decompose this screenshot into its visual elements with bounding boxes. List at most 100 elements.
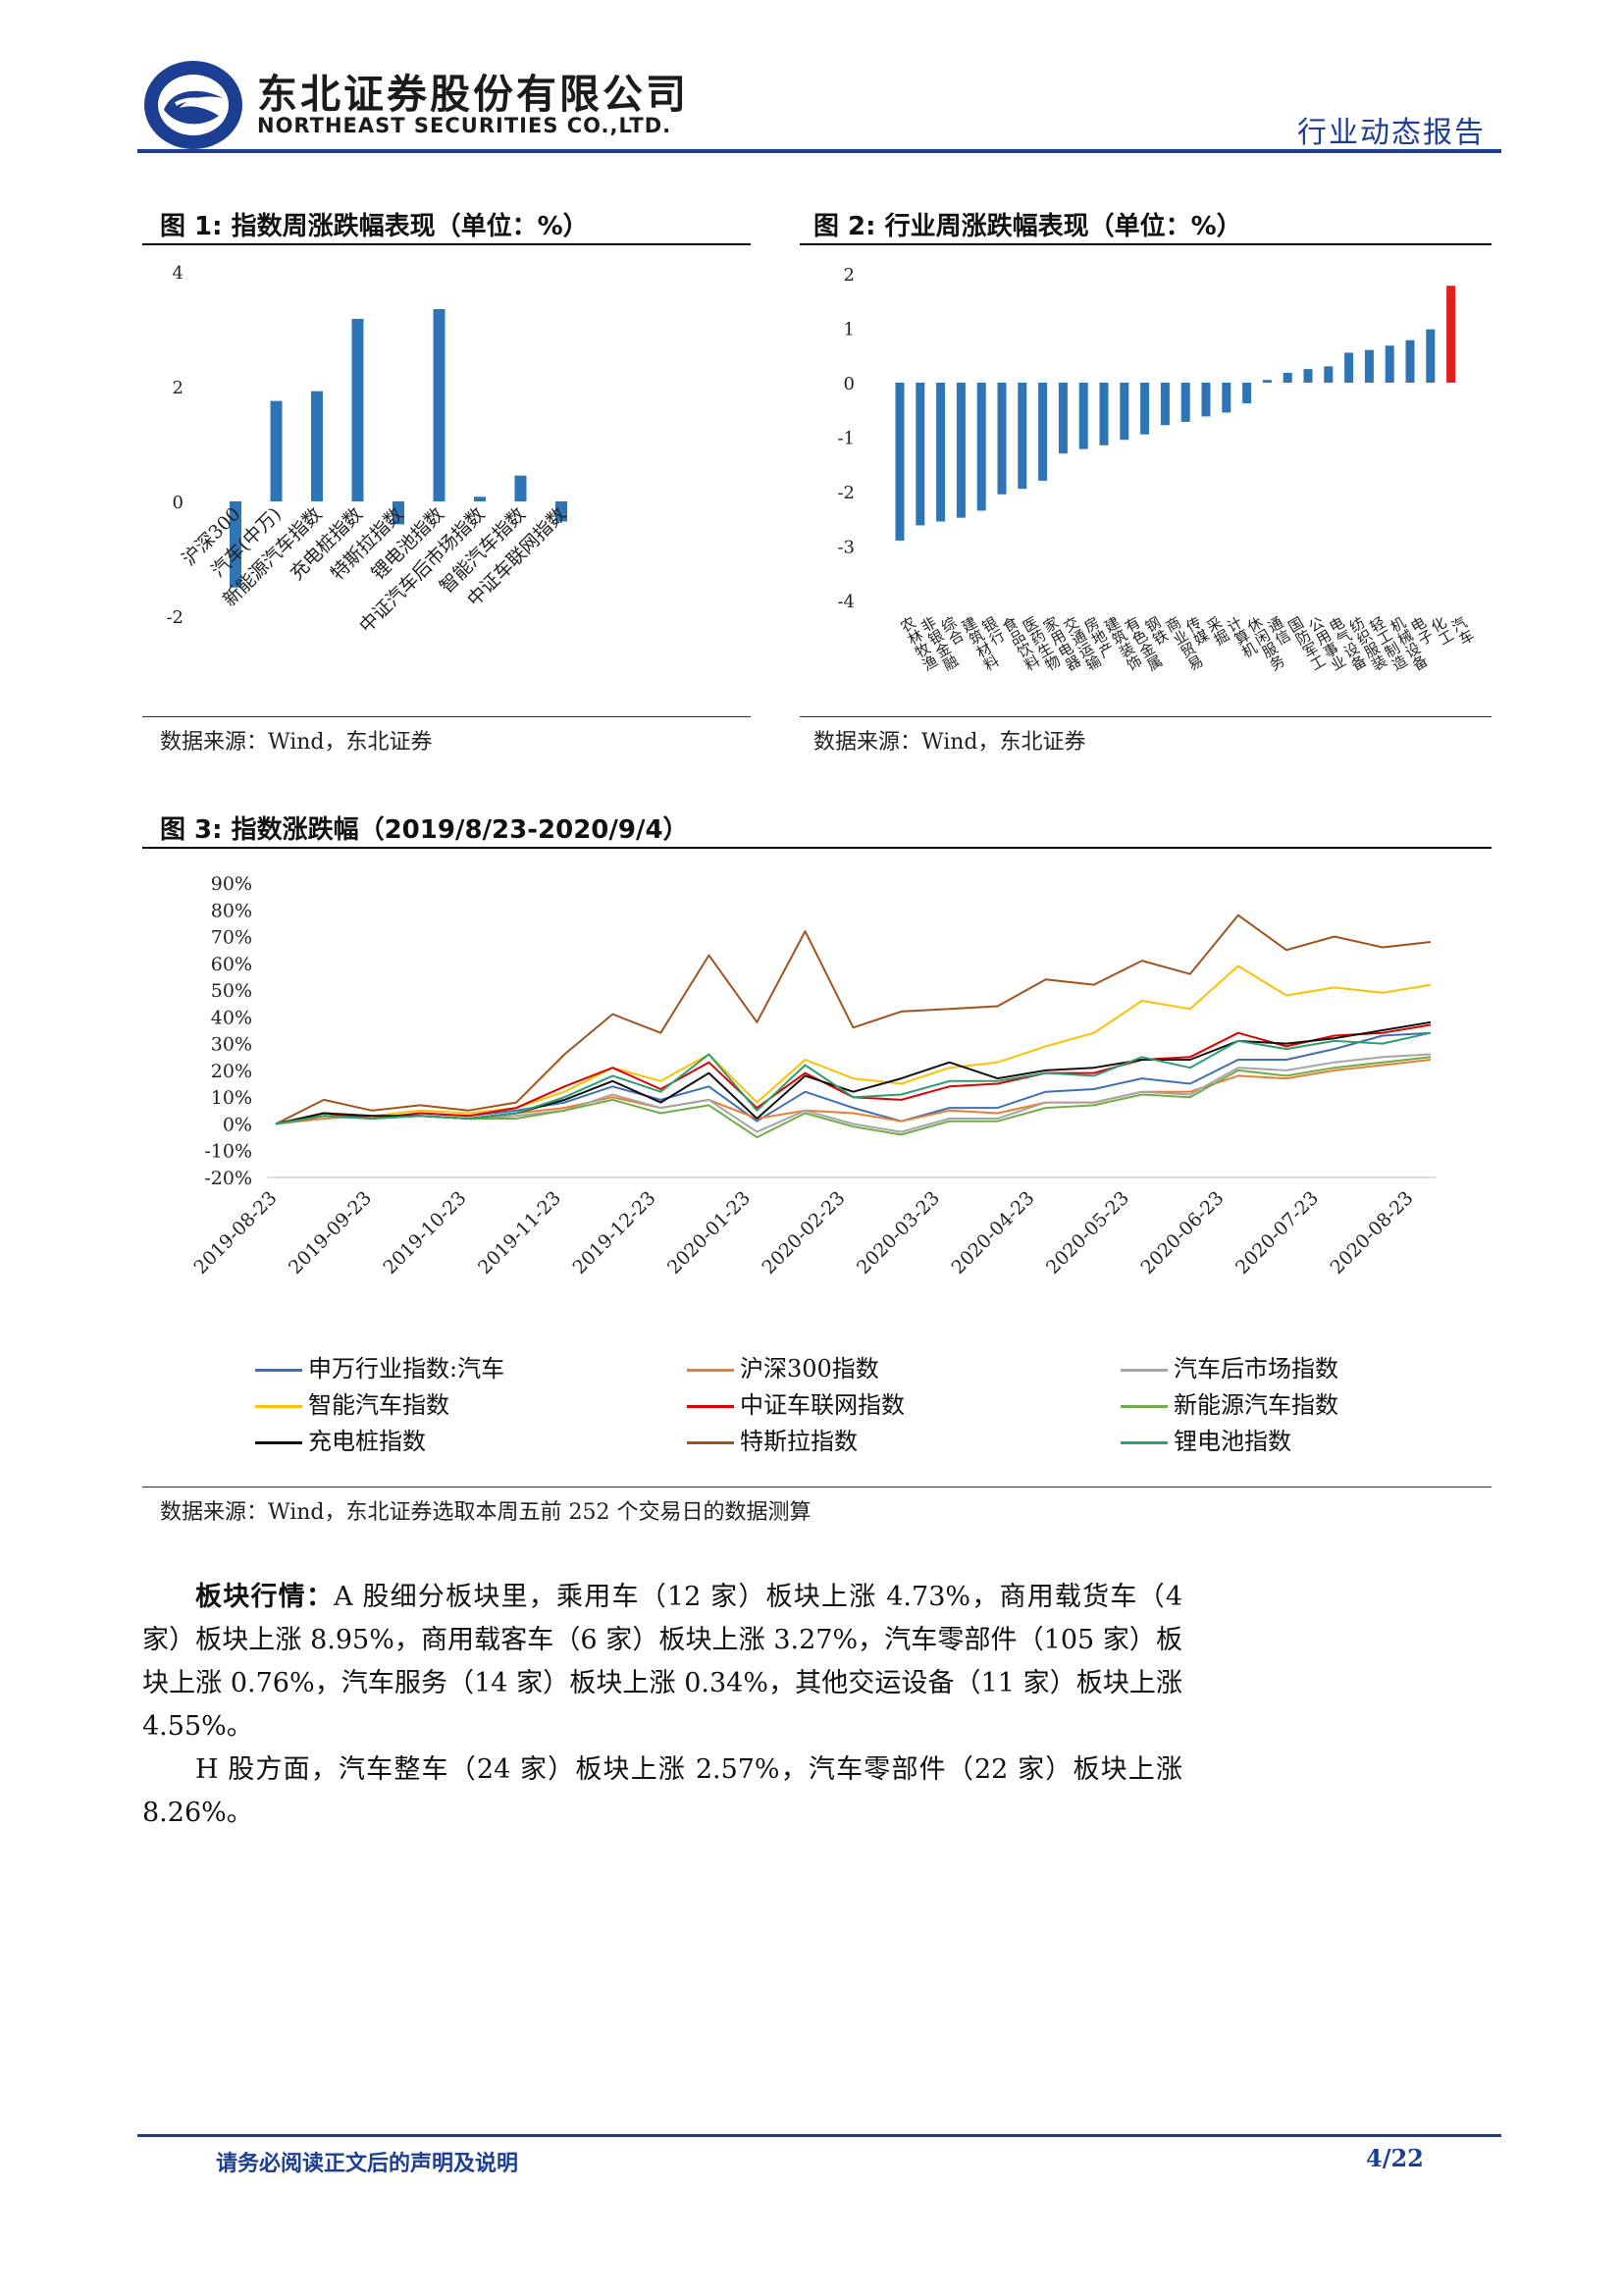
bar xyxy=(433,309,445,501)
legend-item: 特斯拉指数 xyxy=(687,1422,858,1456)
paragraph-text: A 股细分板块里，乘用车（12 家）板块上涨 4.73%，商用载货车（4 家）板… xyxy=(142,1582,1183,1742)
legend-swatch xyxy=(1121,1441,1168,1444)
y-tick-label: -10% xyxy=(204,1141,252,1163)
bar xyxy=(1120,383,1129,441)
bar xyxy=(1283,373,1292,383)
x-tick-label: 2020-06-23 xyxy=(1137,1187,1229,1278)
legend-label: 沪深300指数 xyxy=(740,1355,879,1383)
series-line xyxy=(275,1031,1432,1125)
page-number: 4/22 xyxy=(1366,2144,1424,2172)
figure-3-source: 数据来源：Wind，东北证券选取本周五前 252 个交易日的数据测算 xyxy=(160,1500,812,1525)
bar xyxy=(1058,383,1068,454)
x-tick-label: 2020-08-23 xyxy=(1327,1187,1418,1278)
y-tick-label: -20% xyxy=(204,1168,252,1189)
legend-swatch xyxy=(255,1405,302,1408)
legend-swatch xyxy=(1121,1405,1168,1408)
y-tick-label: 2 xyxy=(844,265,855,286)
footer-rule xyxy=(137,2134,1501,2137)
bar xyxy=(1242,383,1252,404)
x-tick-label: 2020-02-23 xyxy=(759,1187,850,1278)
figure-1-bottom-rule xyxy=(142,716,751,717)
figure-3-top-rule xyxy=(142,847,1492,849)
legend-swatch xyxy=(1121,1369,1168,1372)
legend-label: 锂电池指数 xyxy=(1174,1428,1291,1455)
figure-3: 图 3: 指数涨跌幅（2019/8/23-2020/9/4） 90% 80% 70%… xyxy=(142,800,1492,1536)
x-tick-label: 2020-05-23 xyxy=(1042,1187,1133,1278)
figure-2-top-rule xyxy=(800,243,1492,245)
y-tick-label: -4 xyxy=(837,592,855,612)
y-tick-label: 0% xyxy=(223,1114,252,1135)
figure-3-title: 图 3: 指数涨跌幅（2019/8/23-2020/9/4） xyxy=(160,815,689,845)
series-line xyxy=(275,1053,1432,1133)
x-tick-label: 2019-08-23 xyxy=(190,1187,282,1278)
y-tick-label: 70% xyxy=(211,927,252,949)
bar xyxy=(1385,345,1394,383)
bar xyxy=(956,383,966,518)
legend-item: 新能源汽车指数 xyxy=(1121,1385,1338,1420)
legend-label: 充电桩指数 xyxy=(308,1428,426,1455)
figure-2-chart: 210-1-2-3-4农林牧渔非银金融综合建筑材料银行食品饮料医药生物家用电器交… xyxy=(837,265,1478,675)
bar xyxy=(1364,349,1374,383)
bar xyxy=(895,383,905,541)
y-tick-label: 0 xyxy=(173,493,183,513)
x-tick-label: 2020-01-23 xyxy=(663,1187,755,1278)
bar xyxy=(1018,383,1027,490)
y-tick-label: 1 xyxy=(844,320,855,340)
y-tick-label: 60% xyxy=(211,954,252,975)
legend-item: 申万行业指数:汽车 xyxy=(255,1349,504,1383)
footer-disclaimer: 请务必阅读正文后的声明及说明 xyxy=(216,2152,519,2176)
bar xyxy=(976,383,986,511)
y-tick-label: 20% xyxy=(211,1061,252,1082)
bar xyxy=(351,318,364,501)
legend-label: 特斯拉指数 xyxy=(740,1428,858,1455)
x-tick-label: 2020-07-23 xyxy=(1231,1187,1323,1278)
company-name-cn: 东北证券股份有限公司 xyxy=(257,71,689,118)
bar xyxy=(555,501,567,522)
paragraph-sector: 板块行情：A 股细分板块里，乘用车（12 家）板块上涨 4.73%，商用载货车（… xyxy=(142,1576,1182,1748)
series-line xyxy=(275,913,1432,1125)
paragraph-hshare: H 股方面，汽车整车（24 家）板块上涨 2.57%，汽车零部件（22 家）板块… xyxy=(142,1748,1182,1835)
bar xyxy=(270,400,283,501)
series-line xyxy=(275,965,1432,1125)
bar xyxy=(997,383,1007,495)
bar xyxy=(474,496,486,501)
legend-item: 沪深300指数 xyxy=(687,1349,879,1383)
bar xyxy=(1201,383,1211,417)
paragraph-label: 板块行情： xyxy=(195,1582,335,1612)
bar xyxy=(1160,383,1170,426)
legend-label: 智能汽车指数 xyxy=(308,1391,449,1419)
y-tick-label: 90% xyxy=(211,873,252,895)
bar xyxy=(1038,383,1048,481)
y-tick-label: -1 xyxy=(837,429,855,449)
x-tick-label: 2019-11-23 xyxy=(474,1187,565,1278)
legend-label: 申万行业指数:汽车 xyxy=(308,1355,505,1383)
figure-1: 图 1: 指数周涨跌幅表现（单位：%） 4 2 0 -2 沪深300 汽车(中万) 新能源汽… xyxy=(142,196,751,765)
legend-label: 中证车联网指数 xyxy=(740,1391,905,1419)
bar xyxy=(1446,286,1456,383)
figure-3-legend: 申万行业指数:汽车 沪深300指数 汽车后市场指数 智能汽车指数 中证车联网指数… xyxy=(255,1349,1482,1467)
page-footer: 请务必阅读正文后的声明及说明 4/22 xyxy=(137,2134,1501,2193)
bar xyxy=(916,383,925,526)
bar xyxy=(1222,383,1231,413)
figure-1-title: 图 1: 指数周涨跌幅表现（单位：%） xyxy=(160,212,589,241)
figure-2-bottom-rule xyxy=(800,716,1492,717)
legend-swatch xyxy=(687,1369,734,1372)
y-tick-label: 2 xyxy=(173,378,183,398)
report-type: 行业动态报告 xyxy=(1297,116,1486,150)
x-tick-label: 2019-10-23 xyxy=(380,1187,471,1278)
paragraph-text: H 股方面，汽车整车（24 家）板块上涨 2.57%，汽车零部件（22 家）板块… xyxy=(142,1754,1182,1828)
y-tick-label: 80% xyxy=(211,900,252,921)
x-tick-label: 2020-03-23 xyxy=(853,1187,944,1278)
figure-1-chart: 420-2沪深300汽车(中万)新能源汽车指数充电桩指数特斯拉指数锂电池指数中证… xyxy=(166,263,570,637)
bar xyxy=(1324,366,1334,383)
bar xyxy=(1078,383,1088,449)
y-tick-label: 10% xyxy=(211,1087,252,1109)
legend-swatch xyxy=(687,1405,734,1408)
legend-item: 锂电池指数 xyxy=(1121,1422,1291,1456)
page-header: 东北证券股份有限公司 NORTHEAST SECURITIES CO.,LTD.… xyxy=(0,0,1624,157)
bar xyxy=(1140,383,1150,435)
bar xyxy=(1405,339,1415,383)
y-tick-label: -2 xyxy=(166,607,183,628)
y-tick-label: 30% xyxy=(211,1034,252,1056)
x-tick-label: 汽车 xyxy=(1447,614,1478,649)
